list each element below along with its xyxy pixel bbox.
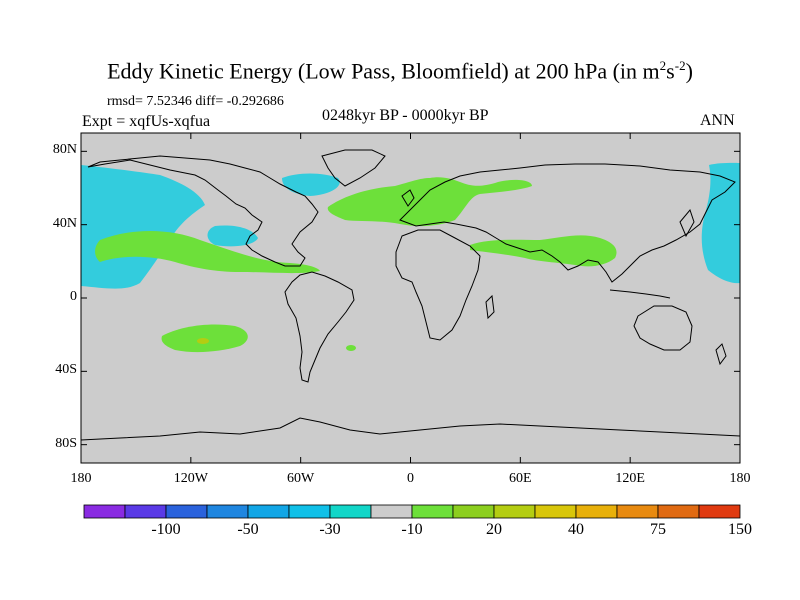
south-atlantic-positive-dot bbox=[346, 345, 356, 351]
period-label: 0248kyr BP - 0000kyr BP bbox=[322, 107, 489, 124]
colorbar bbox=[83, 504, 741, 519]
west-pacific-negative bbox=[701, 162, 740, 284]
eurasia-coast bbox=[399, 163, 736, 283]
east-pacific-negative bbox=[207, 225, 258, 247]
chart-title: Eddy Kinetic Energy (Low Pass, Bloomfiel… bbox=[107, 58, 693, 84]
colorbar-label: 20 bbox=[486, 521, 502, 538]
atlantic-negative bbox=[282, 173, 340, 196]
south-pacific-positive-core bbox=[197, 338, 209, 344]
colorbar-label: 75 bbox=[650, 521, 666, 538]
africa-coast bbox=[395, 229, 481, 341]
lon-tick-label: 180 bbox=[70, 471, 92, 486]
colorbar-swatch bbox=[247, 504, 290, 519]
experiment-label: Expt = xqfUs-xqfua bbox=[82, 113, 211, 130]
colorbar-swatch bbox=[370, 504, 413, 519]
colorbar-swatch bbox=[575, 504, 618, 519]
lat-tick-label: 0 bbox=[70, 289, 77, 304]
new-zealand-coast bbox=[715, 343, 727, 366]
colorbar-swatch bbox=[206, 504, 249, 519]
colorbar-swatch bbox=[493, 504, 536, 519]
lat-tick-label: 40S bbox=[55, 362, 77, 378]
colorbar-swatch bbox=[329, 504, 372, 519]
season-label: ANN bbox=[700, 112, 735, 129]
greenland-coast bbox=[321, 149, 386, 187]
lat-tick-label: 40N bbox=[52, 215, 77, 231]
colorbar-swatch bbox=[452, 504, 495, 519]
japan-coast bbox=[679, 208, 695, 238]
antarctica-coast bbox=[81, 417, 740, 441]
lon-tick-label: 60W bbox=[287, 471, 315, 486]
colorbar-swatch bbox=[83, 504, 126, 519]
colorbar-swatch bbox=[534, 504, 577, 519]
coastlines bbox=[81, 149, 740, 441]
colorbar-label: -10 bbox=[401, 521, 423, 538]
australia-coast bbox=[633, 305, 693, 351]
colorbar-swatch bbox=[411, 504, 454, 519]
colorbar-swatch bbox=[698, 504, 741, 519]
axis-ticks bbox=[80, 133, 741, 463]
colorbar-swatch bbox=[657, 504, 700, 519]
north-america-coast bbox=[87, 155, 319, 267]
uk-coast bbox=[401, 189, 415, 207]
colorbar-label: -100 bbox=[151, 521, 181, 538]
colorbar-label: 40 bbox=[568, 521, 584, 538]
colorbar-swatch bbox=[165, 504, 208, 519]
lon-tick-label: 120E bbox=[615, 471, 645, 486]
atlantic-positive bbox=[327, 177, 532, 227]
colorbar-swatch bbox=[288, 504, 331, 519]
madagascar-coast bbox=[485, 294, 495, 320]
south-america-coast bbox=[284, 271, 355, 383]
colorbar-swatch bbox=[616, 504, 659, 519]
lon-tick-label: 60E bbox=[509, 471, 532, 486]
stats-label: rmsd= 7.52346 diff= -0.292686 bbox=[107, 94, 284, 109]
colorbar-label: -50 bbox=[237, 521, 259, 538]
lon-tick-label: 0 bbox=[407, 471, 414, 486]
lon-tick-label: 120W bbox=[173, 471, 208, 486]
lon-tick-label: 180 bbox=[729, 471, 751, 486]
colorbar-swatch bbox=[124, 504, 167, 519]
lat-tick-label: 80S bbox=[55, 435, 77, 451]
indonesia-coast bbox=[609, 289, 671, 299]
colorbar-label: 150 bbox=[728, 521, 752, 538]
pacific-positive-band bbox=[95, 231, 320, 274]
colorbar-label: -30 bbox=[319, 521, 341, 538]
lat-tick-label: 80N bbox=[52, 142, 77, 158]
